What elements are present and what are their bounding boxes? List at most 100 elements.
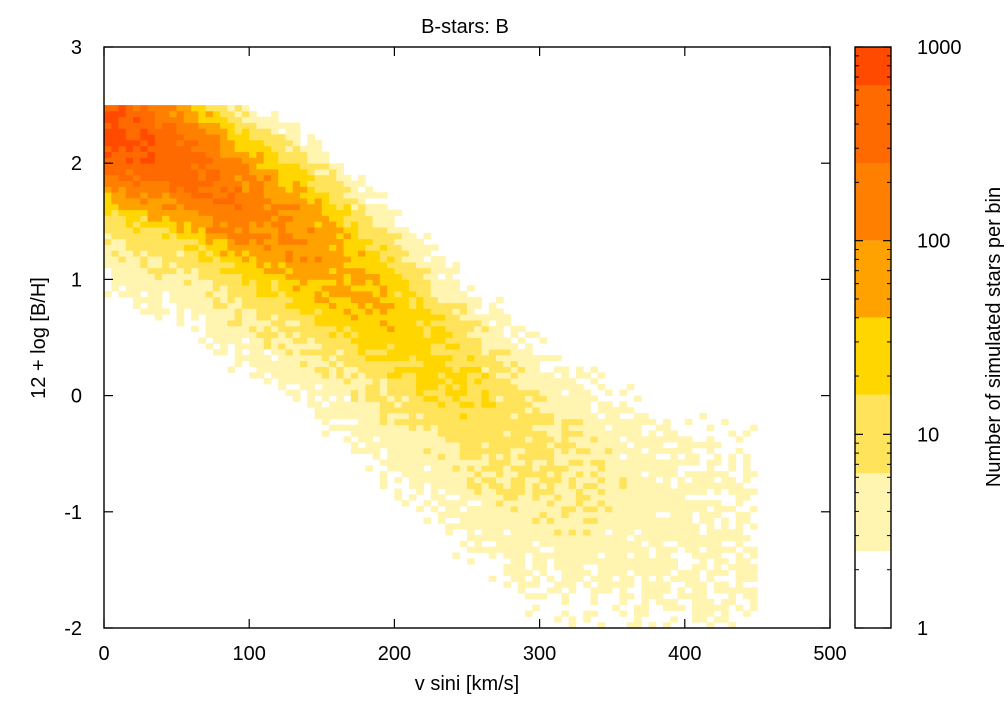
heatmap-cell <box>641 465 649 472</box>
heatmap-cell <box>387 366 395 373</box>
heatmap-cell <box>198 128 207 135</box>
heatmap-cell <box>263 366 272 373</box>
heatmap-cell <box>336 337 344 344</box>
heatmap-cell <box>663 604 671 611</box>
heatmap-cell <box>205 320 214 327</box>
heatmap-cell <box>670 471 678 478</box>
heatmap-cell <box>343 383 352 391</box>
colorbar <box>855 47 891 628</box>
heatmap-cell <box>670 488 678 495</box>
heatmap-cell <box>176 105 185 112</box>
heatmap-cell <box>568 500 577 507</box>
heatmap-cell <box>641 587 649 594</box>
heatmap-cell <box>314 174 323 182</box>
heatmap-cell <box>510 372 519 379</box>
heatmap-cell <box>394 291 403 298</box>
heatmap-cell <box>423 337 432 344</box>
heatmap-cell <box>125 180 134 187</box>
heatmap-cell <box>329 221 337 228</box>
heatmap-cell <box>568 471 577 478</box>
heatmap-cell <box>336 378 344 385</box>
heatmap-cell <box>205 238 214 245</box>
heatmap-cell <box>459 418 468 426</box>
heatmap-cell <box>670 535 678 542</box>
heatmap-cell <box>343 366 352 373</box>
heatmap-cell <box>307 186 315 193</box>
heatmap-cell <box>358 366 366 373</box>
heatmap-cell <box>430 407 439 414</box>
heatmap-cell <box>300 314 308 321</box>
heatmap-cell <box>568 529 577 536</box>
heatmap-cell <box>445 302 453 309</box>
heatmap-cell <box>278 308 286 315</box>
heatmap-cell <box>307 163 315 170</box>
heatmap-cell <box>423 250 432 257</box>
heatmap-cell <box>358 401 366 408</box>
heatmap-cell <box>641 523 649 530</box>
heatmap-cell <box>133 145 141 152</box>
heatmap-cell <box>118 105 127 112</box>
heatmap-cell <box>183 232 192 240</box>
heatmap-cell <box>496 546 504 553</box>
heatmap-cell <box>633 453 642 460</box>
heatmap-cell <box>474 389 482 396</box>
heatmap-cell <box>387 227 395 234</box>
heatmap-cell <box>437 517 446 524</box>
heatmap-cell <box>525 505 533 513</box>
heatmap-cell <box>532 413 540 420</box>
heatmap-cell <box>510 424 519 431</box>
heatmap-cell <box>241 105 250 112</box>
heatmap-cell <box>532 494 540 501</box>
heatmap-cell <box>394 227 403 234</box>
heatmap-cell <box>111 215 119 222</box>
heatmap-cell <box>336 395 344 402</box>
heatmap-cell <box>641 494 649 501</box>
heatmap-cell <box>329 372 337 379</box>
heatmap-cell <box>256 209 265 216</box>
heatmap-cell <box>430 314 439 321</box>
heatmap-cell <box>205 291 214 298</box>
heatmap-cell <box>517 401 526 408</box>
heatmap-cell <box>227 151 236 158</box>
heatmap-cell <box>554 436 562 443</box>
heatmap-cell <box>445 279 453 286</box>
heatmap-cell <box>467 389 475 396</box>
heatmap-cell <box>619 430 628 437</box>
heatmap-cell <box>292 139 301 147</box>
heatmap-cell <box>590 476 599 484</box>
heatmap-cell <box>401 447 410 455</box>
heatmap-cell <box>249 134 257 141</box>
heatmap-cell <box>372 378 381 385</box>
heatmap-cell <box>365 366 374 373</box>
heatmap-cell <box>365 256 374 263</box>
heatmap-cell <box>517 558 526 565</box>
heatmap-cell <box>307 238 315 245</box>
heatmap-cell <box>670 494 678 501</box>
heatmap-cell <box>133 128 141 135</box>
heatmap-cell <box>481 505 490 513</box>
heatmap-cell <box>445 407 453 414</box>
heatmap-cell <box>350 279 359 286</box>
heatmap-cell <box>307 221 315 228</box>
heatmap-cell <box>372 372 381 379</box>
heatmap-cell <box>612 494 620 501</box>
heatmap-cell <box>169 163 177 170</box>
heatmap-cell <box>742 488 751 495</box>
heatmap-cell <box>517 360 526 367</box>
heatmap-cell <box>488 331 497 338</box>
heatmap-cell <box>205 227 214 234</box>
heatmap-cell <box>626 447 635 455</box>
heatmap-cell <box>365 302 374 309</box>
heatmap-cell <box>452 279 461 286</box>
heatmap-cell <box>706 517 715 524</box>
heatmap-cell <box>176 244 185 251</box>
heatmap-cell <box>525 535 533 542</box>
heatmap-cell <box>169 215 177 222</box>
heatmap-cell <box>641 488 649 495</box>
heatmap-cell <box>176 116 185 123</box>
heatmap-cell <box>314 378 323 385</box>
heatmap-cell <box>655 529 664 536</box>
heatmap-cell <box>546 459 555 466</box>
heatmap-cell <box>510 523 519 530</box>
heatmap-cell <box>423 436 432 443</box>
